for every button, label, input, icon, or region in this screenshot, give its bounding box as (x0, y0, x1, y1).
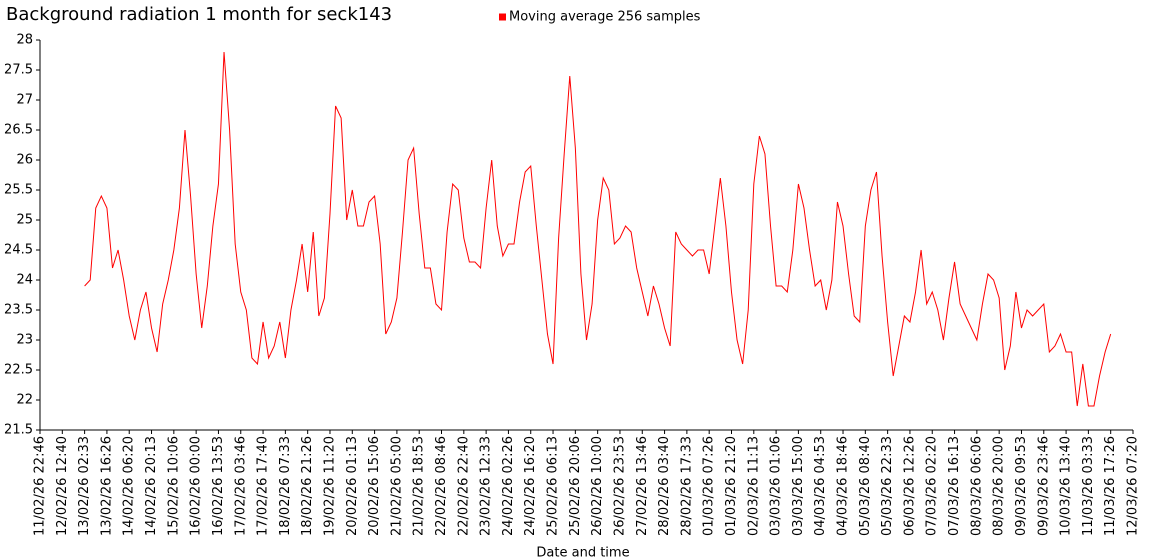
y-tick-label: 22.5 (4, 363, 33, 378)
x-tick-label: 16/02/26 13:53 (211, 436, 226, 536)
x-tick-label: 21/02/26 18:53 (412, 436, 427, 536)
x-tick-label: 24/02/26 16:20 (523, 436, 538, 536)
y-tick-label: 24 (16, 273, 33, 288)
x-tick-label: 24/02/26 02:26 (501, 436, 516, 536)
x-tick-label: 17/02/26 03:46 (233, 436, 248, 536)
y-tick-label: 26.5 (4, 123, 33, 138)
y-tick-label: 27.5 (4, 63, 33, 78)
y-tick-label: 28 (16, 33, 33, 48)
x-tick-label: 15/02/26 10:06 (166, 436, 181, 536)
x-tick-label: 04/03/26 04:53 (813, 436, 828, 536)
x-tick-label: 25/02/26 06:13 (546, 436, 561, 536)
line-series (84, 51, 1112, 407)
x-tick-label: 05/03/26 22:33 (880, 436, 895, 536)
x-tick-label: 01/03/26 21:20 (724, 436, 739, 536)
y-tick-label: 25 (16, 213, 33, 228)
x-tick-label: 07/03/26 02:20 (925, 436, 940, 536)
x-tick-label: 26/02/26 10:00 (590, 436, 605, 536)
x-tick-label: 08/03/26 06:06 (969, 436, 984, 536)
x-tick-label: 11/02/26 22:46 (33, 436, 48, 536)
x-tick-label: 18/02/26 21:26 (300, 436, 315, 536)
x-tick-label: 01/03/26 07:26 (702, 436, 717, 536)
x-tick-label: 14/02/26 20:13 (144, 436, 159, 536)
x-tick-label: 20/02/26 01:13 (345, 436, 360, 536)
x-tick-label: 11/03/26 17:26 (1103, 436, 1118, 536)
y-tick-label: 21.5 (4, 423, 33, 438)
x-tick-label: 11/03/26 03:33 (1081, 436, 1096, 536)
x-tick-label: 08/03/26 20:00 (992, 436, 1007, 536)
x-tick-label: 10/03/26 13:40 (1059, 436, 1074, 536)
x-tick-label: 19/02/26 11:20 (322, 436, 337, 536)
x-tick-label: 27/02/26 13:46 (635, 436, 650, 536)
x-tick-label: 17/02/26 17:40 (256, 436, 271, 536)
x-tick-label: 14/02/26 06:20 (122, 436, 137, 536)
x-tick-label: 28/02/26 03:40 (657, 436, 672, 536)
x-tick-label: 02/03/26 11:13 (746, 436, 761, 536)
x-tick-label: 25/02/26 20:06 (568, 436, 583, 536)
x-tick-label: 13/02/26 16:26 (99, 436, 114, 536)
x-tick-label: 03/03/26 15:00 (791, 436, 806, 536)
y-tick-label: 23.5 (4, 303, 33, 318)
x-tick-label: 06/03/26 12:26 (902, 436, 917, 536)
x-tick-label: 03/03/26 01:06 (769, 436, 784, 536)
x-tick-label: 28/02/26 17:33 (679, 436, 694, 536)
x-tick-label: 26/02/26 23:53 (612, 436, 627, 536)
y-tick-label: 27 (16, 93, 33, 108)
y-tick-label: 22 (16, 393, 33, 408)
chart-title: Background radiation 1 month for seck143 (6, 4, 392, 25)
x-tick-label: 21/02/26 05:00 (389, 436, 404, 536)
x-tick-label: 04/03/26 18:46 (836, 436, 851, 536)
x-tick-label: 18/02/26 07:33 (278, 436, 293, 536)
y-tick-label: 24.5 (4, 243, 33, 258)
x-axis-label: Date and time (536, 546, 629, 560)
x-tick-label: 12/03/26 07:20 (1126, 436, 1141, 536)
x-tick-label: 07/03/26 16:13 (947, 436, 962, 536)
y-tick-label: 26 (16, 153, 33, 168)
x-tick-label: 23/02/26 12:33 (479, 436, 494, 536)
x-tick-label: 20/02/26 15:06 (367, 436, 382, 536)
x-tick-label: 05/03/26 08:40 (858, 436, 873, 536)
x-tick-label: 09/03/26 09:53 (1014, 436, 1029, 536)
x-tick-label: 13/02/26 02:33 (77, 436, 92, 536)
legend-swatch (499, 13, 506, 21)
x-tick-label: 09/03/26 23:46 (1036, 436, 1051, 536)
legend-label: Moving average 256 samples (509, 10, 701, 25)
y-tick-label: 25.5 (4, 183, 33, 198)
y-tick-label: 23 (16, 333, 33, 348)
x-tick-label: 12/02/26 12:40 (55, 436, 70, 536)
x-tick-label: 16/02/26 00:00 (189, 436, 204, 536)
x-tick-label: 22/02/26 22:40 (456, 436, 471, 536)
x-tick-label: 22/02/26 08:46 (434, 436, 449, 536)
